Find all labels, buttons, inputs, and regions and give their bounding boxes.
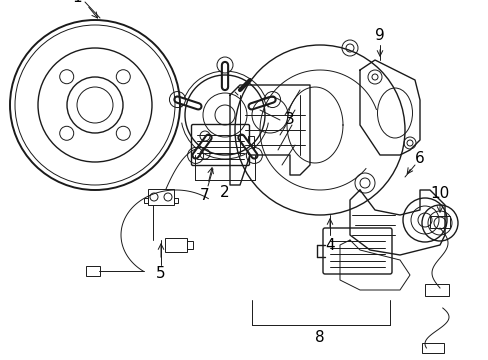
Text: 7: 7	[200, 189, 209, 203]
Text: 6: 6	[414, 152, 424, 166]
Text: 4: 4	[325, 238, 334, 252]
Text: 9: 9	[374, 27, 384, 42]
Text: 2: 2	[220, 185, 229, 201]
Bar	[247, 136, 253, 154]
Bar	[429, 216, 449, 228]
Bar	[186, 241, 193, 249]
Text: 1: 1	[72, 0, 81, 5]
Bar	[164, 238, 186, 252]
Bar	[424, 284, 448, 296]
Text: 10: 10	[429, 186, 448, 202]
Bar	[148, 189, 174, 205]
Bar	[85, 266, 100, 276]
Bar	[174, 198, 178, 203]
Text: 5: 5	[156, 265, 165, 280]
Text: 3: 3	[285, 112, 294, 127]
Bar	[421, 343, 443, 353]
Bar	[143, 198, 148, 203]
Text: 8: 8	[315, 329, 324, 345]
